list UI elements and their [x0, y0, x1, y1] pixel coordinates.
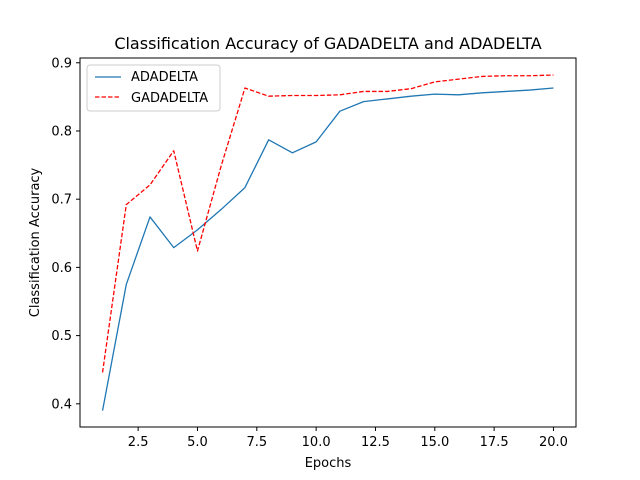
plot-frame — [79, 57, 577, 428]
data-point-adadelta — [529, 89, 530, 90]
y-axis-ticks: 0.4 0.5 0.6 0.7 0.8 0.9 — [51, 56, 80, 412]
x-tick-label: 17.5 — [480, 435, 509, 450]
data-point-adadelta — [482, 92, 483, 93]
legend: ADADELTA GADADELTA — [86, 64, 221, 112]
data-point-adadelta — [126, 284, 127, 285]
data-point-gadadelta — [505, 75, 506, 76]
data-point-gadadelta — [221, 165, 222, 166]
data-point-adadelta — [363, 101, 364, 102]
data-point-gadadelta — [529, 75, 530, 76]
y-tick-label: 0.7 — [51, 193, 72, 208]
y-tick-label: 0.4 — [51, 397, 72, 412]
data-point-gadadelta — [553, 74, 554, 75]
data-point-gadadelta — [387, 91, 388, 92]
data-point-adadelta — [458, 94, 459, 95]
data-point-adadelta — [387, 98, 388, 99]
y-tick-label: 0.8 — [51, 124, 72, 139]
data-point-adadelta — [244, 187, 245, 188]
legend-label-gadadelta: GADADELTA — [131, 91, 208, 106]
data-point-gadadelta — [434, 81, 435, 82]
data-point-gadadelta — [363, 91, 364, 92]
data-point-gadadelta — [482, 76, 483, 77]
data-point-gadadelta — [316, 95, 317, 96]
data-point-gadadelta — [410, 88, 411, 89]
x-tick-label: 7.5 — [246, 435, 267, 450]
data-point-adadelta — [173, 247, 174, 248]
data-point-adadelta — [505, 91, 506, 92]
data-point-adadelta — [268, 139, 269, 140]
data-point-adadelta — [221, 209, 222, 210]
data-point-gadadelta — [292, 95, 293, 96]
x-axis-label: Epochs — [305, 456, 352, 471]
data-point-adadelta — [102, 410, 103, 411]
y-axis-label: Classification Accuracy — [28, 167, 43, 317]
data-point-gadadelta — [458, 79, 459, 80]
series-line-adadelta — [101, 87, 554, 411]
data-point-gadadelta — [244, 87, 245, 88]
y-tick-label: 0.5 — [51, 329, 72, 344]
x-tick-label: 12.5 — [361, 435, 390, 450]
data-point-gadadelta — [126, 204, 127, 205]
data-point-adadelta — [434, 94, 435, 95]
x-tick-label: 2.5 — [128, 435, 149, 450]
x-tick-label: 5.0 — [187, 435, 208, 450]
data-point-adadelta — [292, 152, 293, 153]
plot-area: 2.5 5.0 7.5 10.0 12.5 15.0 17.5 20.0 0.40.50.60… — [51, 56, 577, 450]
x-axis-ticks: 2.5 5.0 7.5 10.0 12.5 15.0 17.5 20.0 — [128, 427, 568, 450]
x-tick-label: 20.0 — [539, 435, 568, 450]
x-tick-label: 10.0 — [302, 435, 331, 450]
data-point-adadelta — [339, 111, 340, 112]
series-lines — [101, 74, 554, 411]
data-point-adadelta — [553, 87, 554, 88]
data-point-adadelta — [197, 229, 198, 230]
y-tick-label: 0.6 — [51, 261, 72, 276]
data-point-gadadelta — [268, 96, 269, 97]
data-point-adadelta — [410, 96, 411, 97]
legend-label-adadelta: ADADELTA — [131, 70, 198, 85]
data-point-gadadelta — [197, 250, 198, 251]
chart-title: Classification Accuracy of GADADELTA and… — [114, 34, 541, 53]
series-line-gadadelta — [101, 74, 554, 373]
data-point-gadadelta — [149, 184, 150, 185]
data-point-adadelta — [149, 216, 150, 217]
y-tick-label: 0.9 — [51, 56, 72, 71]
data-point-adadelta — [316, 141, 317, 142]
x-tick-label: 15.0 — [420, 435, 449, 450]
data-point-gadadelta — [102, 372, 103, 373]
data-point-gadadelta — [339, 94, 340, 95]
data-point-gadadelta — [173, 150, 174, 151]
